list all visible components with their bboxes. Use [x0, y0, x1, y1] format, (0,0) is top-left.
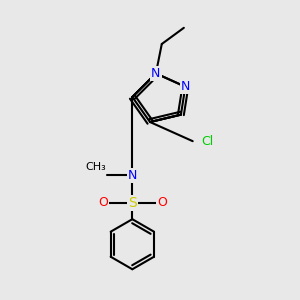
Text: Cl: Cl	[202, 135, 214, 148]
Text: N: N	[128, 169, 137, 182]
Text: N: N	[151, 67, 160, 80]
Text: CH₃: CH₃	[85, 162, 106, 172]
Text: N: N	[181, 80, 190, 93]
Text: O: O	[98, 196, 108, 209]
Text: S: S	[128, 196, 137, 210]
Text: O: O	[157, 196, 167, 209]
